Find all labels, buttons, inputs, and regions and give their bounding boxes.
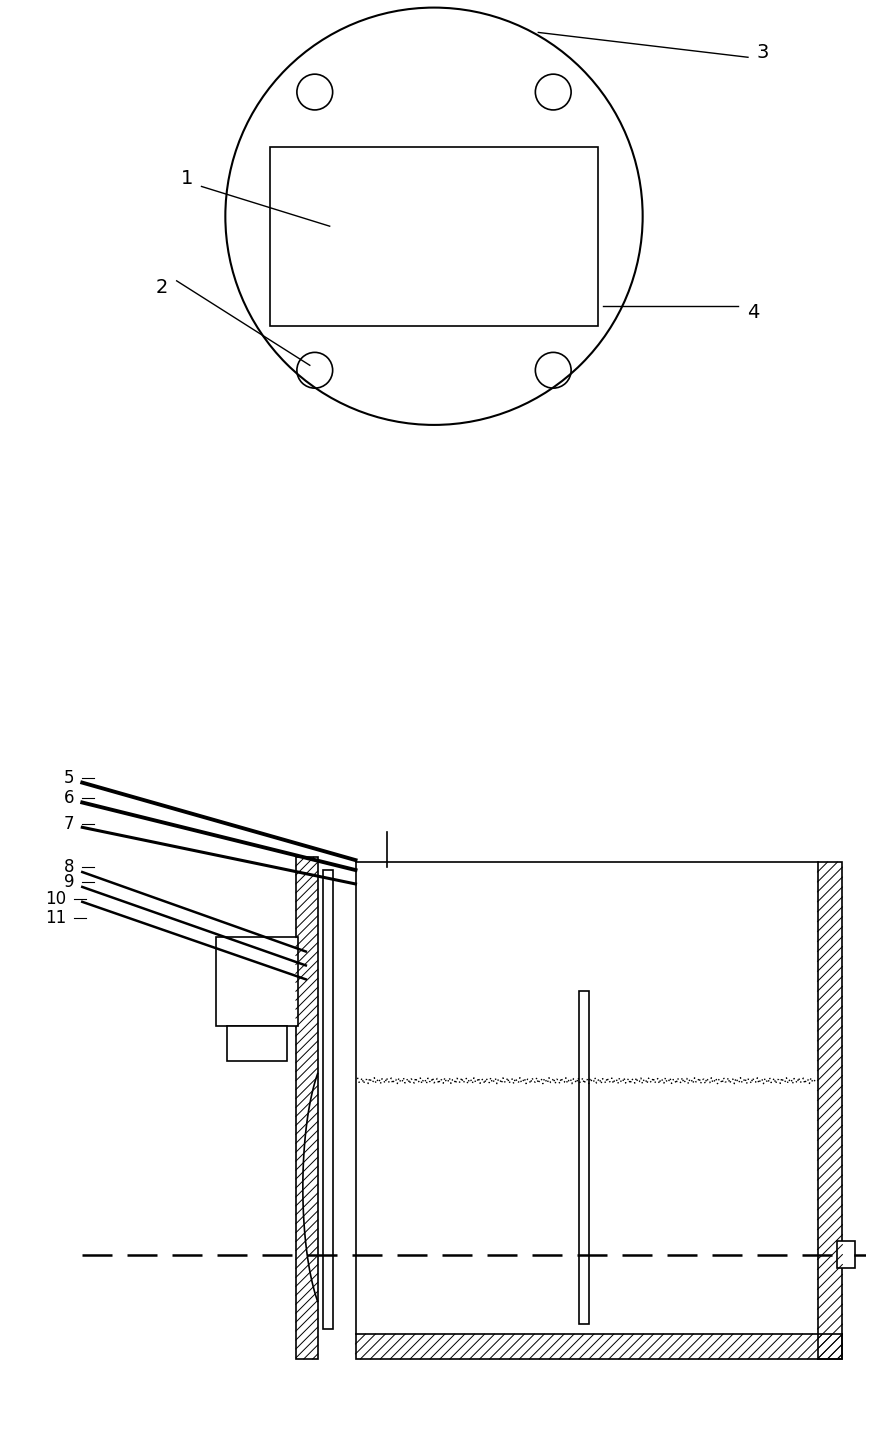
Bar (216, 937, 298, 1026)
Text: 1: 1 (181, 169, 193, 188)
Bar (838, 1241, 855, 1268)
Bar (818, 861, 842, 1359)
Text: 3: 3 (757, 43, 769, 62)
Text: 4: 4 (746, 303, 760, 322)
Bar (295, 857, 318, 1359)
Bar (579, 991, 589, 1325)
Bar (322, 870, 333, 1329)
Text: 2: 2 (156, 278, 168, 297)
Text: 7: 7 (63, 815, 75, 834)
Text: 8: 8 (63, 859, 75, 876)
Text: 10: 10 (45, 890, 66, 908)
Bar (270, 147, 598, 326)
Text: 11: 11 (45, 909, 66, 926)
Text: 6: 6 (63, 788, 75, 807)
Bar (228, 1026, 287, 1061)
Text: 9: 9 (63, 873, 75, 890)
Text: 5: 5 (63, 769, 75, 786)
Bar (355, 1335, 842, 1359)
